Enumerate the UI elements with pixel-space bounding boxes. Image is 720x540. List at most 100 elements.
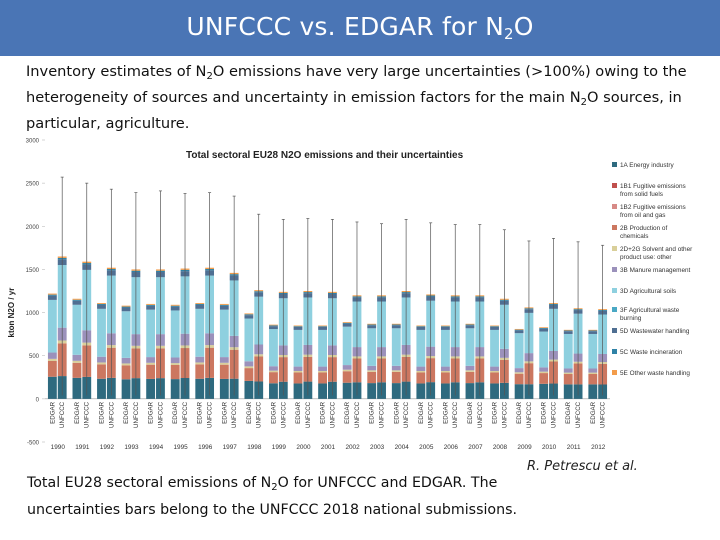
bar-segment xyxy=(121,357,131,364)
bar-segment xyxy=(514,328,524,330)
x-tick-label: 1998 xyxy=(247,444,262,451)
legend-swatch xyxy=(612,307,617,312)
legend-swatch xyxy=(612,267,617,272)
legend-label: burning xyxy=(620,315,642,322)
bar-segment xyxy=(490,326,499,327)
bar-segment xyxy=(195,304,205,305)
bar-segment xyxy=(539,327,549,328)
x-tick-label: 2012 xyxy=(591,444,606,451)
bar-segment xyxy=(342,322,352,323)
bar-segment xyxy=(563,384,573,399)
bar-label: UNFCCC xyxy=(256,401,263,428)
bar-segment xyxy=(490,372,499,384)
bar-segment xyxy=(219,305,229,310)
bar-label: UNFCCC xyxy=(526,401,533,428)
chart-title: Total sectoral EU28 N2O emissions and th… xyxy=(186,150,464,161)
bar-segment xyxy=(195,308,205,357)
bar-segment xyxy=(440,366,450,371)
bar-label: UNFCCC xyxy=(403,401,410,428)
x-tick-label: 2001 xyxy=(321,444,336,451)
bar-segment xyxy=(244,366,254,369)
y-tick-label: 2000 xyxy=(26,225,40,231)
bar-segment xyxy=(170,363,180,365)
bar-segment xyxy=(465,325,475,329)
bar-segment xyxy=(97,378,106,399)
bar-segment xyxy=(416,383,426,399)
x-tick-label: 2008 xyxy=(493,444,508,451)
bar-segment xyxy=(146,304,156,306)
bar-label: EDGAR xyxy=(270,401,277,424)
bar-segment xyxy=(318,325,328,327)
bar-segment xyxy=(514,330,524,334)
bar-segment xyxy=(121,379,131,399)
bar-segment xyxy=(72,299,82,301)
bar-segment xyxy=(490,329,499,367)
bar-segment xyxy=(367,383,377,399)
bar-label: UNFCCC xyxy=(477,401,484,428)
bar-segment xyxy=(269,326,278,330)
bar-segment xyxy=(47,295,57,300)
bar-segment xyxy=(269,370,278,373)
bar-segment xyxy=(539,371,549,374)
bar-segment xyxy=(121,311,131,358)
bar-label: EDGAR xyxy=(221,401,228,424)
bar-segment xyxy=(318,383,328,399)
bar-label: UNFCCC xyxy=(452,401,459,428)
bar-segment xyxy=(195,378,205,399)
bar-segment xyxy=(539,383,549,399)
bar-segment xyxy=(465,365,475,371)
bar-segment xyxy=(440,326,450,327)
legend-label: 1B2 Fugitive emissions xyxy=(620,204,686,211)
bar-segment xyxy=(146,357,156,363)
legend-label: 2B Production of xyxy=(620,225,667,232)
bar-label: EDGAR xyxy=(565,401,572,424)
bar-label: EDGAR xyxy=(418,401,425,424)
bar-label: UNFCCC xyxy=(84,401,91,428)
bar-segment xyxy=(146,378,156,399)
bar-segment xyxy=(391,371,401,384)
legend-swatch xyxy=(612,328,617,333)
bar-segment xyxy=(367,370,377,372)
bar-segment xyxy=(97,362,106,365)
bar-segment xyxy=(170,304,180,306)
bar-segment xyxy=(244,314,254,316)
bar-segment xyxy=(244,361,254,367)
legend-label: 1B1 Fugitive emissions xyxy=(620,183,686,190)
bar-segment xyxy=(342,365,352,370)
bar-segment xyxy=(121,307,131,312)
x-tick-label: 1994 xyxy=(149,444,164,451)
bar-segment xyxy=(121,363,131,366)
bar-label: UNFCCC xyxy=(133,401,140,428)
x-tick-label: 2011 xyxy=(567,444,581,451)
bar-segment xyxy=(465,323,475,325)
bar-segment xyxy=(72,360,82,363)
bar-segment xyxy=(293,326,303,330)
bar-segment xyxy=(72,304,82,355)
bar-segment xyxy=(121,306,131,308)
legend-label: 5D Wastewater handling xyxy=(620,328,690,335)
bar-segment xyxy=(367,328,377,366)
bar-segment xyxy=(293,383,303,399)
legend-label: 3B Manure management xyxy=(620,267,691,274)
legend-swatch xyxy=(612,370,617,375)
bar-label: EDGAR xyxy=(516,401,523,424)
bar-segment xyxy=(293,372,303,384)
legend-label: from oil and gas xyxy=(620,212,665,219)
x-tick-label: 1995 xyxy=(174,444,189,451)
bar-segment xyxy=(97,304,106,305)
bar-segment xyxy=(391,370,401,372)
bar-label: UNFCCC xyxy=(428,401,435,428)
bar-segment xyxy=(588,331,598,334)
bar-label: EDGAR xyxy=(541,401,548,424)
bar-segment xyxy=(416,366,426,371)
bar-segment xyxy=(47,299,57,353)
bar-segment xyxy=(416,325,426,327)
y-tick-label: 0 xyxy=(36,397,40,403)
legend-label: 3F Agricultural waste xyxy=(620,307,680,314)
bar-segment xyxy=(47,358,57,361)
bar-segment xyxy=(195,362,205,365)
bar-label: UNFCCC xyxy=(501,401,508,428)
y-tick-label: 1500 xyxy=(26,268,40,274)
legend-swatch xyxy=(612,162,617,167)
bar-segment xyxy=(342,382,352,399)
